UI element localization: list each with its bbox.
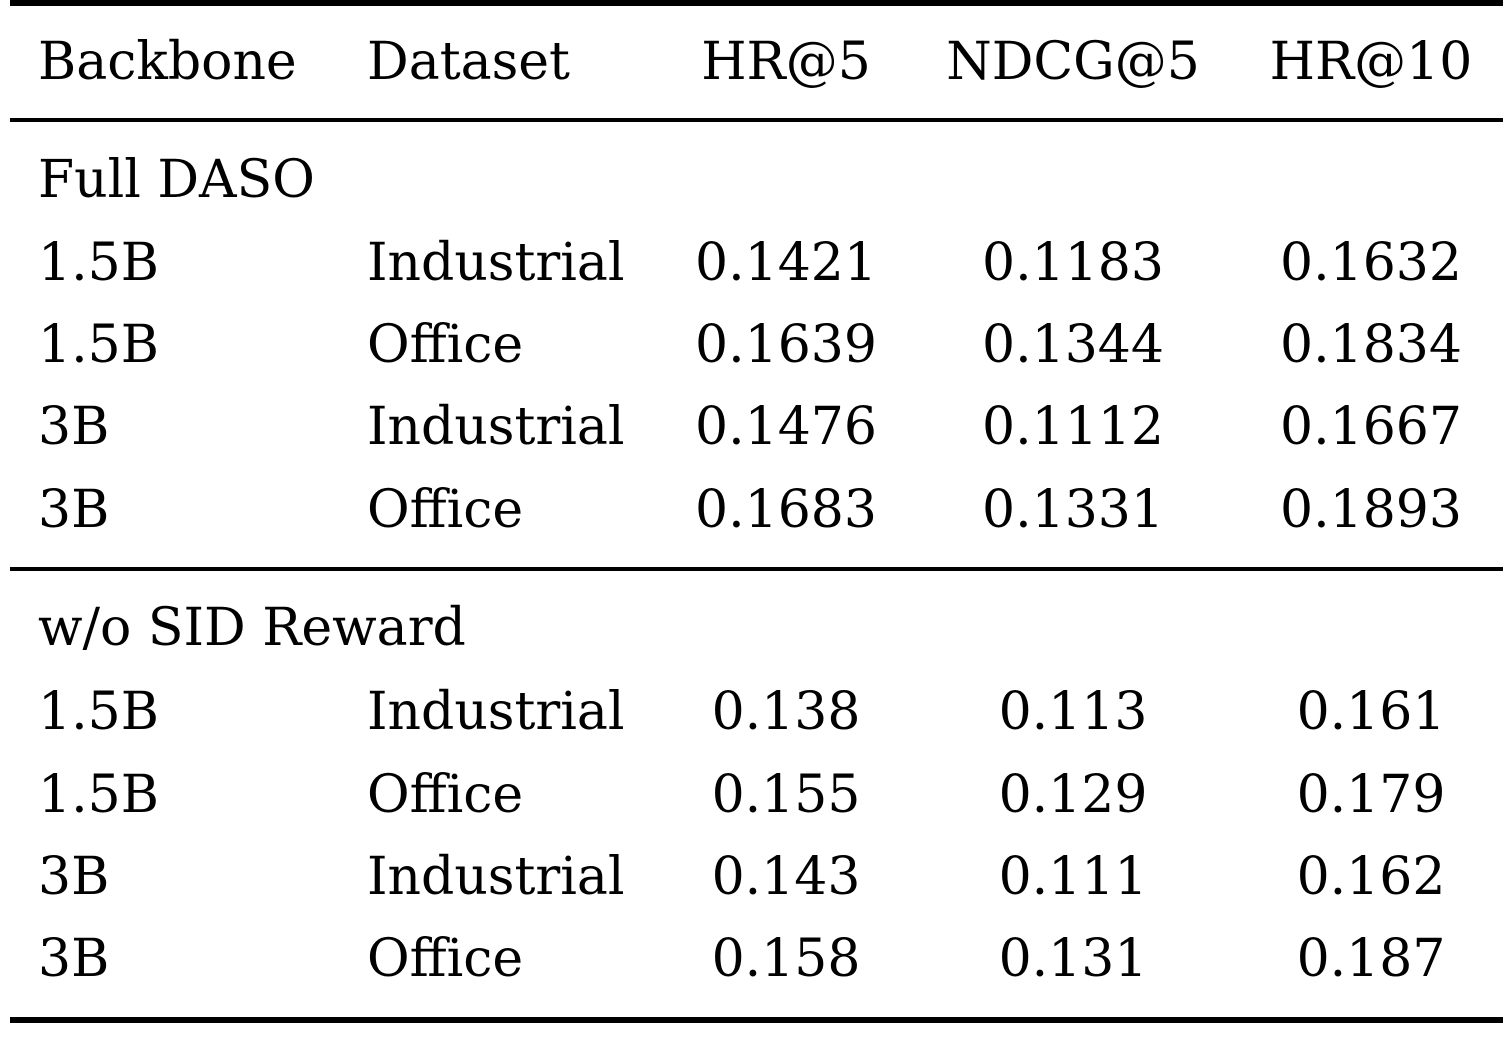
cell-hr10: 0.1632 [1280,233,1462,293]
cell-ndcg5: 0.129 [998,765,1148,825]
cell-dataset: Office [367,929,524,989]
cell-hr10: 0.1893 [1280,480,1462,540]
section-title-full-daso: Full DASO [38,150,315,210]
cell-ndcg5: 0.1344 [982,315,1164,375]
cell-backbone: 3B [38,397,110,457]
table-bottom-rule [10,1017,1503,1023]
table-row: 3B Office 0.158 0.131 0.187 [0,929,1512,989]
cell-hr5: 0.1421 [695,233,877,293]
header-ndcg5: NDCG@5 [946,32,1200,92]
section-title-row: w/o SID Reward [0,598,1512,658]
cell-backbone: 1.5B [38,682,159,742]
table-row: 1.5B Office 0.155 0.129 0.179 [0,765,1512,825]
cell-ndcg5: 0.113 [998,682,1148,742]
cell-hr5: 0.138 [711,682,861,742]
cell-hr10: 0.162 [1296,847,1446,907]
cell-backbone: 3B [38,929,110,989]
cell-hr10: 0.161 [1296,682,1446,742]
cell-hr5: 0.158 [711,929,861,989]
cell-hr5: 0.1683 [695,480,877,540]
section-title-wo-sid-reward: w/o SID Reward [38,598,466,658]
table-row: 3B Office 0.1683 0.1331 0.1893 [0,480,1512,540]
cell-dataset: Office [367,480,524,540]
cell-dataset: Office [367,315,524,375]
cell-dataset: Industrial [367,847,625,907]
cell-hr5: 0.143 [711,847,861,907]
table-row: 1.5B Industrial 0.1421 0.1183 0.1632 [0,233,1512,293]
section-separator-rule [10,567,1503,571]
cell-backbone: 1.5B [38,233,159,293]
cell-backbone: 3B [38,847,110,907]
cell-ndcg5: 0.1112 [982,397,1164,457]
header-hr10: HR@10 [1269,32,1473,92]
cell-backbone: 1.5B [38,315,159,375]
cell-dataset: Industrial [367,682,625,742]
cell-hr10: 0.1667 [1280,397,1462,457]
cell-hr5: 0.155 [711,765,861,825]
cell-ndcg5: 0.111 [998,847,1148,907]
cell-backbone: 3B [38,480,110,540]
table-top-rule [10,0,1503,6]
cell-hr10: 0.1834 [1280,315,1462,375]
cell-backbone: 1.5B [38,765,159,825]
cell-dataset: Office [367,765,524,825]
header-hr5: HR@5 [701,32,871,92]
cell-ndcg5: 0.1331 [982,480,1164,540]
table-row: 3B Industrial 0.143 0.111 0.162 [0,847,1512,907]
cell-ndcg5: 0.131 [998,929,1148,989]
cell-dataset: Industrial [367,397,625,457]
table-row: 1.5B Industrial 0.138 0.113 0.161 [0,682,1512,742]
table-row: 3B Industrial 0.1476 0.1112 0.1667 [0,397,1512,457]
table-header-row: Backbone Dataset HR@5 NDCG@5 HR@10 [0,32,1512,92]
cell-hr10: 0.187 [1296,929,1446,989]
header-rule [10,118,1503,122]
header-dataset: Dataset [367,32,570,92]
cell-hr5: 0.1639 [695,315,877,375]
cell-ndcg5: 0.1183 [982,233,1164,293]
table-row: 1.5B Office 0.1639 0.1344 0.1834 [0,315,1512,375]
cell-dataset: Industrial [367,233,625,293]
cell-hr5: 0.1476 [695,397,877,457]
section-title-row: Full DASO [0,150,1512,210]
header-backbone: Backbone [38,32,297,92]
cell-hr10: 0.179 [1296,765,1446,825]
